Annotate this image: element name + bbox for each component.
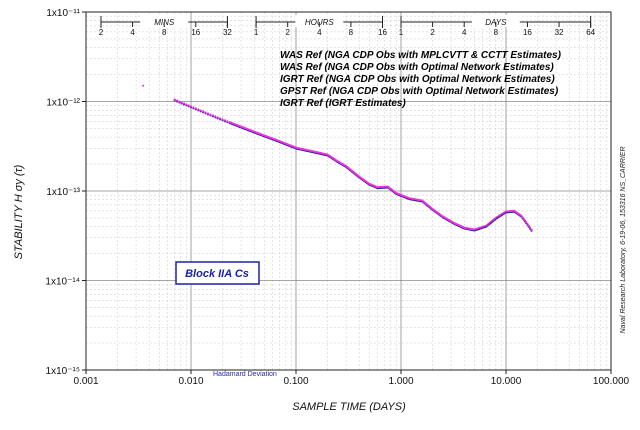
top-axis-tick-label: 4: [462, 28, 467, 37]
top-axis-tick-label: 2: [285, 28, 290, 37]
data-point: [206, 112, 210, 115]
top-axis-tick-label: 16: [378, 28, 387, 37]
data-point: [189, 105, 193, 108]
data-point: [219, 117, 222, 120]
data-point: [185, 103, 188, 106]
top-axis-tick-label: 4: [130, 28, 135, 37]
data-point: [199, 109, 202, 112]
data-point: [211, 114, 214, 117]
block-label: Block IIA Cs: [185, 268, 249, 280]
top-axis-tick-label: 1: [254, 28, 259, 37]
top-axis-tick-label: 32: [555, 28, 564, 37]
x-tick-label: 10.000: [491, 376, 522, 387]
data-point: [226, 120, 229, 123]
top-axis-tick-label: 8: [349, 28, 354, 37]
top-axis-label-bg: [140, 15, 189, 27]
x-tick-label: 0.001: [73, 376, 98, 387]
y-tick-label: 1x10⁻¹¹: [46, 8, 80, 19]
top-axis-tick-label: 16: [523, 28, 532, 37]
y-tick-label: 1x10⁻¹⁵: [46, 366, 80, 377]
data-point: [173, 98, 176, 101]
data-point: [180, 101, 183, 104]
data-point: [530, 228, 533, 231]
data-point: [197, 108, 200, 111]
data-points: [142, 84, 533, 232]
data-point: [525, 221, 528, 224]
method-label: Hadamard Deviation: [213, 371, 277, 378]
data-point: [216, 116, 219, 119]
data-point: [520, 214, 523, 217]
y-tick-label: 1x10⁻¹²: [46, 98, 80, 109]
top-axis-tick-label: 8: [494, 28, 499, 37]
y-axis-label: STABILITY H σy (τ): [13, 164, 25, 259]
data-point: [521, 216, 524, 219]
data-point: [526, 222, 529, 225]
data-point: [194, 107, 197, 110]
data-point: [192, 106, 195, 109]
top-axis-tick-label: 8: [162, 28, 167, 37]
side-note: Naval Research Laboratory, 6-19-06, 1533…: [620, 146, 627, 333]
data-point: [204, 111, 207, 114]
x-tick-label: 100.000: [593, 376, 630, 387]
top-axis-tick-label: 2: [99, 28, 104, 37]
legend-entry: IGRT Ref (IGRT Estimates): [280, 98, 406, 109]
data-point: [529, 226, 532, 229]
x-tick-label: 1.000: [388, 376, 413, 387]
x-axis-label: SAMPLE TIME (DAYS): [292, 401, 406, 413]
block-label-box: Block IIA Cs: [175, 261, 260, 285]
data-point: [182, 102, 186, 105]
legend-entry: WAS Ref (NGA CDP Obs with Optimal Networ…: [280, 62, 554, 73]
data-point: [527, 224, 530, 227]
y-tick-label: 1x10⁻¹³: [46, 187, 80, 198]
data-point: [221, 118, 224, 121]
data-point: [223, 119, 227, 122]
data-point: [187, 104, 190, 107]
x-tick-label: 0.100: [283, 376, 308, 387]
y-tick-label: 1x10⁻¹⁴: [45, 277, 80, 288]
legend: WAS Ref (NGA CDP Obs with MPLCVTT & CCTT…: [280, 50, 562, 109]
top-axis-tick-label: 2: [430, 28, 435, 37]
top-axis-tick-label: 32: [223, 28, 232, 37]
data-point: [214, 115, 217, 118]
top-axis-label-bg: [295, 15, 344, 27]
data-point: [142, 84, 145, 87]
data-point: [202, 110, 205, 113]
top-axis-tick-label: 64: [586, 28, 595, 37]
top-axis-tick-label: 16: [191, 28, 200, 37]
legend-entry: IGRT Ref (NGA CDP Obs with Optimal Netwo…: [280, 74, 555, 85]
legend-entry: WAS Ref (NGA CDP Obs with MPLCVTT & CCTT…: [280, 50, 562, 61]
data-point: [523, 219, 527, 222]
data-point: [209, 113, 212, 116]
data-point: [522, 217, 525, 221]
top-axis-label-bg: [471, 15, 520, 27]
data-point: [178, 100, 181, 103]
legend-entry: GPST Ref (NGA CDP Obs with Optimal Netwo…: [280, 86, 559, 97]
top-axis-tick-label: 1: [399, 28, 404, 37]
data-point: [175, 99, 179, 102]
axis-ticks: 0.001 0.010 0.100 1.000 10.000 100.000 1x10⁻¹⁵…: [45, 8, 629, 387]
top-axis-tick-label: 4: [317, 28, 322, 37]
x-tick-label: 0.010: [178, 376, 203, 387]
